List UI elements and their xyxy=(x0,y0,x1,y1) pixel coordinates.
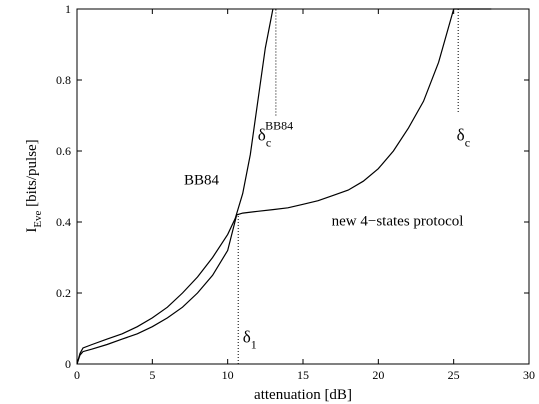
x-tick-label: 5 xyxy=(149,368,155,382)
y-tick-label: 0.6 xyxy=(56,144,71,158)
annotation: δc xyxy=(457,125,470,149)
reference-lines xyxy=(237,9,459,364)
x-tick-label: 30 xyxy=(523,368,535,382)
annotation-subscript: c xyxy=(266,135,271,149)
series-lines xyxy=(76,8,492,365)
series-line-1 xyxy=(76,8,274,365)
annotation-superscript: BB84 xyxy=(265,118,293,132)
x-tick-label: 0 xyxy=(74,368,80,382)
annotation: δc BB84 xyxy=(258,118,293,149)
x-tick-label: 10 xyxy=(222,368,234,382)
annotation-symbol: δ xyxy=(243,328,251,347)
annotation-symbol: δ xyxy=(457,125,465,144)
annotation-subscript: 1 xyxy=(251,338,257,352)
x-axis-label: attenuation [dB] xyxy=(254,387,352,403)
series-line-2 xyxy=(76,8,492,365)
x-tick-label: 25 xyxy=(448,368,460,382)
annotation: new 4−states protocol xyxy=(332,214,464,230)
x-tick-label: 15 xyxy=(297,368,309,382)
x-tick-label: 20 xyxy=(372,368,384,382)
annotation: δ1 xyxy=(243,328,257,352)
annotation: BB84 xyxy=(184,173,220,189)
annotation-subscript: c xyxy=(465,135,470,149)
y-axis-label-rest: [bits/pulse] xyxy=(24,139,40,210)
plot-area xyxy=(76,8,530,365)
y-axis-label-sub: Eve xyxy=(32,210,44,227)
y-axis-label: IEve [bits/pulse] xyxy=(24,139,44,232)
axis-ticks: 0 5 10 15 20 25 30 0 0.2 0.4 0.6 0.8 1 xyxy=(56,2,535,382)
y-tick-label: 1 xyxy=(65,2,71,16)
y-tick-label: 0.4 xyxy=(56,215,71,229)
y-tick-label: 0.2 xyxy=(56,286,71,300)
y-axis-label-main: I xyxy=(24,228,40,233)
y-tick-label: 0 xyxy=(65,357,71,371)
y-tick-label: 0.8 xyxy=(56,73,71,87)
annotation-symbol: δ xyxy=(258,125,266,144)
